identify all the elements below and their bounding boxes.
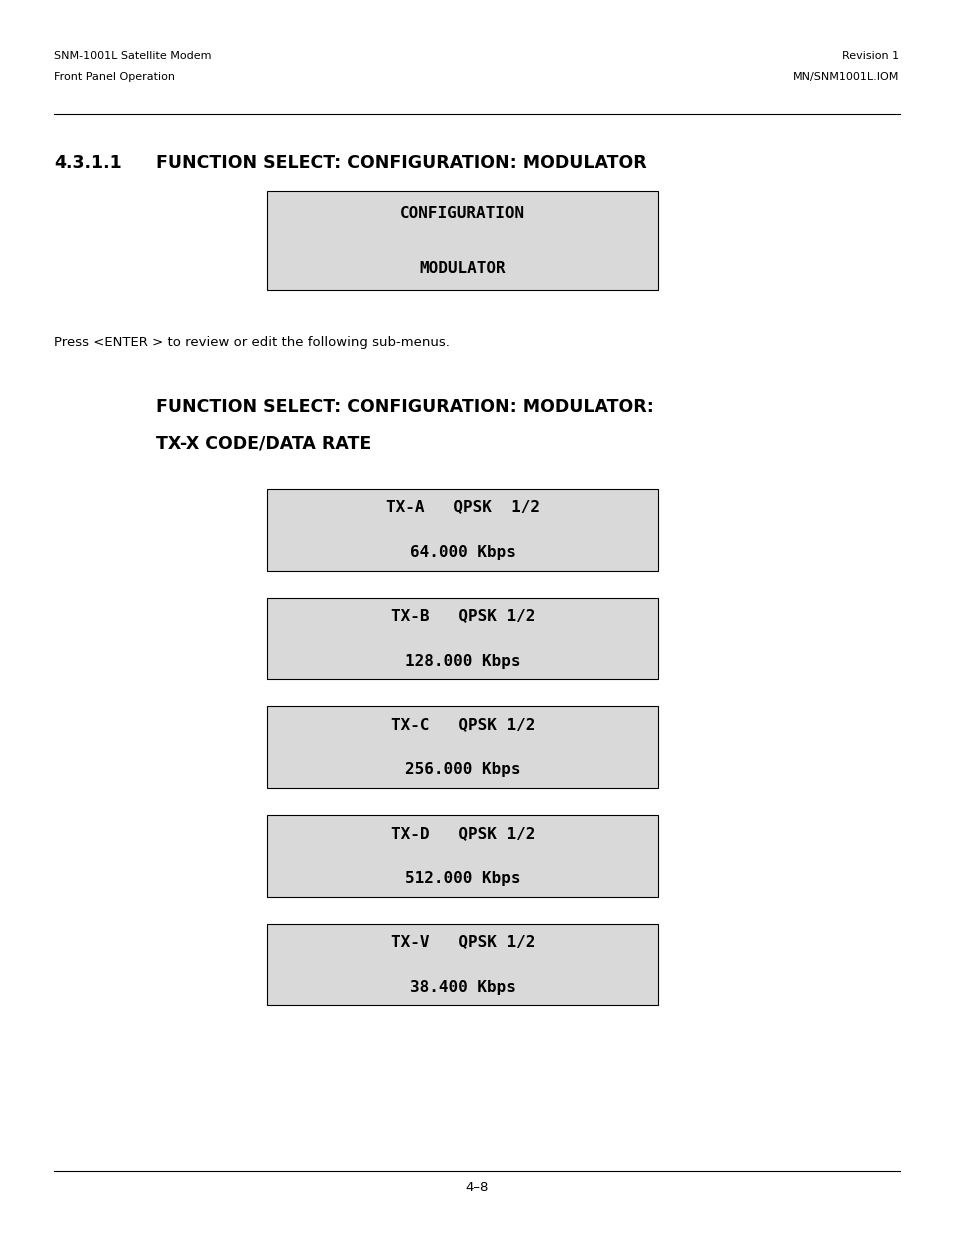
- Text: MN/SNM1001L.IOM: MN/SNM1001L.IOM: [792, 72, 899, 82]
- FancyBboxPatch shape: [267, 598, 658, 679]
- Text: 512.000 Kbps: 512.000 Kbps: [404, 871, 520, 887]
- Text: TX-A   QPSK  1/2: TX-A QPSK 1/2: [385, 499, 539, 515]
- Text: 256.000 Kbps: 256.000 Kbps: [404, 762, 520, 778]
- FancyBboxPatch shape: [267, 924, 658, 1005]
- Text: CONFIGURATION: CONFIGURATION: [399, 206, 525, 221]
- Text: 128.000 Kbps: 128.000 Kbps: [404, 653, 520, 669]
- Text: 64.000 Kbps: 64.000 Kbps: [410, 545, 515, 561]
- Text: Front Panel Operation: Front Panel Operation: [54, 72, 175, 82]
- Text: FUNCTION SELECT: CONFIGURATION: MODULATOR:: FUNCTION SELECT: CONFIGURATION: MODULATO…: [155, 398, 653, 416]
- FancyBboxPatch shape: [267, 191, 658, 290]
- Text: 38.400 Kbps: 38.400 Kbps: [410, 979, 515, 995]
- Text: Revision 1: Revision 1: [841, 51, 899, 61]
- Text: 4–8: 4–8: [465, 1181, 488, 1194]
- Text: 4.3.1.1: 4.3.1.1: [54, 154, 122, 173]
- Text: MODULATOR: MODULATOR: [419, 261, 505, 275]
- Text: TX-B   QPSK 1/2: TX-B QPSK 1/2: [390, 608, 535, 624]
- FancyBboxPatch shape: [267, 706, 658, 788]
- Text: Press <ENTER > to review or edit the following sub-menus.: Press <ENTER > to review or edit the fol…: [54, 336, 450, 350]
- FancyBboxPatch shape: [267, 815, 658, 897]
- Text: FUNCTION SELECT: CONFIGURATION: MODULATOR: FUNCTION SELECT: CONFIGURATION: MODULATO…: [155, 154, 645, 173]
- Text: TX-X CODE/DATA RATE: TX-X CODE/DATA RATE: [155, 435, 371, 453]
- Text: TX-V   QPSK 1/2: TX-V QPSK 1/2: [390, 934, 535, 950]
- FancyBboxPatch shape: [267, 489, 658, 571]
- Text: SNM-1001L Satellite Modem: SNM-1001L Satellite Modem: [54, 51, 212, 61]
- Text: TX-C   QPSK 1/2: TX-C QPSK 1/2: [390, 716, 535, 732]
- Text: TX-D   QPSK 1/2: TX-D QPSK 1/2: [390, 825, 535, 841]
